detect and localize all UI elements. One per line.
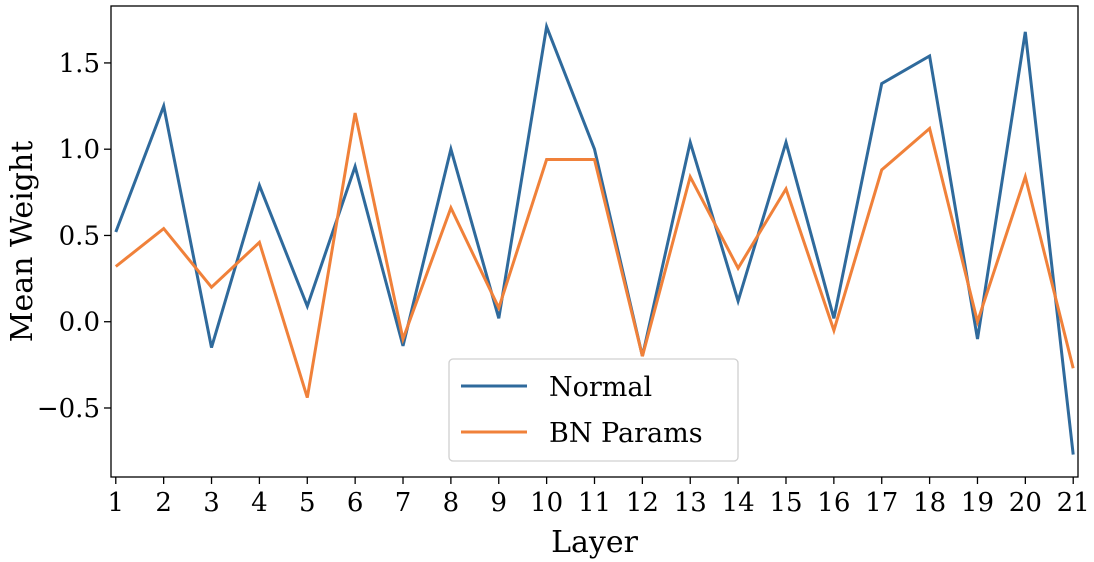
x-tick-label: 14 <box>722 488 755 518</box>
x-tick-label: 17 <box>865 488 898 518</box>
x-tick-label: 19 <box>961 488 994 518</box>
x-tick-label: 11 <box>578 488 611 518</box>
series-layer <box>114 21 1075 455</box>
x-tick-label: 18 <box>913 488 946 518</box>
y-tick-label: 1.0 <box>59 135 100 165</box>
x-tick-label: 4 <box>251 488 268 518</box>
legend: Normal BN Params <box>448 358 739 462</box>
series-line-2 <box>114 112 1075 399</box>
y-tick-label: 0.0 <box>59 308 100 338</box>
x-tick-label: 16 <box>817 488 850 518</box>
legend-label: Normal <box>549 372 652 403</box>
x-tick-label: 8 <box>443 488 460 518</box>
x-tick-label: 2 <box>155 488 172 518</box>
x-tick-label: 6 <box>347 488 364 518</box>
x-tick-label: 15 <box>769 488 802 518</box>
x-tick-label: 10 <box>530 488 563 518</box>
series-line-1 <box>114 21 1075 455</box>
x-axis: 1 2 3 4 5 6 7 8 9 10 11 12 13 14 15 16 17 18 19 20 21 <box>108 477 1090 518</box>
x-tick-label: 20 <box>1009 488 1042 518</box>
legend-label: BN Params <box>549 418 703 449</box>
y-axis-label: Mean Weight <box>5 141 40 343</box>
y-tick-label: 0.5 <box>59 221 100 251</box>
y-axis: −0.5 0.0 0.5 1.0 1.5 <box>37 49 111 424</box>
x-tick-label: 21 <box>1057 488 1090 518</box>
x-tick-label: 12 <box>626 488 659 518</box>
x-tick-label: 13 <box>674 488 707 518</box>
y-tick-label: 1.5 <box>59 49 100 79</box>
x-axis-label: Layer <box>551 525 639 560</box>
x-tick-label: 7 <box>395 488 412 518</box>
x-tick-label: 5 <box>299 488 316 518</box>
x-tick-label: 1 <box>108 488 125 518</box>
x-tick-label: 3 <box>203 488 220 518</box>
y-tick-label: −0.5 <box>37 394 100 424</box>
x-tick-label: 9 <box>490 488 507 518</box>
